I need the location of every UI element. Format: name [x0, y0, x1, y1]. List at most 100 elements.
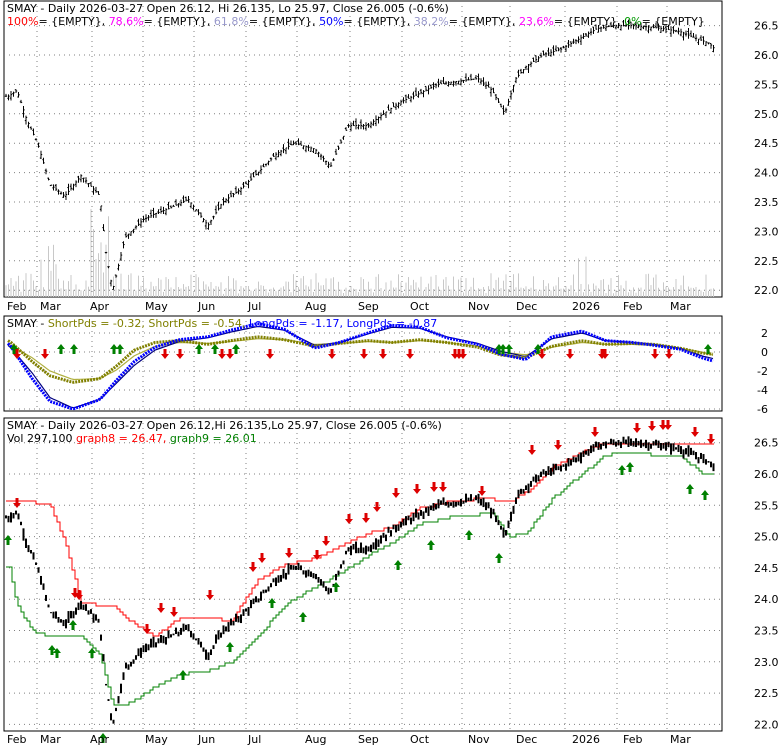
- volume-bar: [563, 288, 564, 297]
- volume-bar: [635, 292, 637, 297]
- volume-bar: [688, 286, 689, 297]
- sell-arrow-icon: [258, 553, 266, 563]
- long-pds-label-1: LongPds = -1.17,: [249, 317, 343, 330]
- volume-bar: [475, 290, 477, 297]
- volume-bar: [533, 276, 534, 297]
- volume-bar: [410, 285, 412, 297]
- buy-arrow-icon: [618, 465, 626, 475]
- sell-arrow-icon: [691, 427, 699, 437]
- y-tick-label: 22.0: [754, 284, 779, 297]
- volume-bar: [255, 288, 257, 297]
- volume-bar: [138, 275, 139, 297]
- volume-bar: [270, 288, 272, 297]
- volume-bar: [613, 293, 614, 297]
- volume-bar: [268, 292, 269, 297]
- y-tick-label: 22.0: [754, 718, 779, 731]
- volume-bar: [243, 287, 244, 297]
- buy-arrow-icon: [465, 530, 473, 540]
- volume-bar: [153, 286, 154, 297]
- sell-arrow-icon: [373, 502, 381, 512]
- sell-arrow-icon: [707, 434, 715, 444]
- volume-bar: [315, 273, 317, 297]
- x-tick-label: Mar: [670, 300, 691, 313]
- volume-bar: [65, 289, 67, 297]
- x-tick-label: Oct: [410, 300, 430, 313]
- volume-bar: [625, 280, 627, 297]
- volume-bar: [588, 284, 589, 297]
- sell-arrow-icon: [406, 349, 414, 359]
- volume-bar: [400, 282, 402, 297]
- trend-x-axis-labels: Feb Mar Apr May Jun Jul Aug Sep Oct Nov Dec 2026 Feb…: [7, 733, 691, 746]
- volume-bar: [448, 285, 449, 297]
- volume-bar: [28, 290, 29, 297]
- buy-arrow-icon: [686, 484, 694, 494]
- sell-arrow-icon: [226, 349, 234, 359]
- sell-arrow-icon: [413, 484, 421, 494]
- volume-bar: [18, 275, 19, 297]
- volume-bar: [360, 277, 362, 297]
- volume-bar: [548, 283, 549, 297]
- volume-bar: [435, 275, 437, 297]
- volume-bars: [5, 208, 714, 297]
- sell-arrow-icon: [157, 603, 165, 613]
- volume-bar: [200, 290, 202, 297]
- x-tick-label: Apr: [90, 733, 110, 745]
- volume-bar: [305, 285, 307, 297]
- buy-arrow-icon: [626, 462, 634, 472]
- y-tick-label: 24.0: [754, 167, 779, 180]
- volume-bar: [423, 290, 424, 297]
- trend-signal-arrows: [4, 420, 715, 743]
- volume-bar: [170, 287, 172, 297]
- sell-arrow-icon: [176, 349, 184, 359]
- volume-bar: [560, 288, 562, 297]
- volume-bar: [75, 284, 77, 297]
- volume-bar: [230, 288, 232, 297]
- buy-arrow-icon: [394, 560, 402, 570]
- sell-arrow-icon: [170, 607, 178, 617]
- volume-bar: [575, 292, 577, 297]
- volume-bar: [430, 276, 432, 297]
- volume-bar: [648, 273, 649, 297]
- volume-bar: [318, 282, 319, 297]
- volume-bar: [140, 285, 142, 297]
- volume-bar: [210, 281, 212, 297]
- volume-bar: [565, 286, 567, 297]
- trend-panel-title: SMAY - Daily 2026-03-27 Open 26.12,Hi 26…: [7, 419, 442, 432]
- x-tick-label: Feb: [7, 733, 26, 745]
- sell-arrow-icon: [659, 420, 667, 430]
- volume-bar: [570, 285, 572, 297]
- volume-bar: [223, 293, 224, 297]
- volume-bar: [293, 274, 294, 297]
- volume-bar: [38, 290, 39, 297]
- volume-bar: [60, 288, 62, 297]
- x-tick-label: Dec: [516, 733, 537, 745]
- sell-arrow-icon: [143, 624, 151, 634]
- pds-signal-arrows: [10, 344, 712, 359]
- volume-bar: [525, 286, 527, 297]
- volume-bar: [690, 287, 692, 297]
- graph8-label: graph8 = 26.47,: [76, 432, 166, 445]
- volume-bar: [530, 287, 532, 297]
- volume-bar: [515, 287, 517, 297]
- volume-bar: [598, 288, 599, 297]
- volume-bar: [543, 280, 544, 297]
- volume-bar: [235, 280, 237, 297]
- x-tick-label: Mar: [40, 300, 61, 313]
- volume-bar: [433, 289, 434, 297]
- sell-arrow-icon: [566, 349, 574, 359]
- volume-bar: [378, 274, 379, 297]
- volume-bar: [70, 274, 72, 297]
- x-tick-label: May: [145, 733, 168, 745]
- y-tick-label: 26.5: [754, 20, 779, 33]
- volume-bar: [670, 289, 672, 297]
- volume-bar: [685, 290, 687, 297]
- sell-arrow-icon: [362, 513, 370, 523]
- volume-bar: [180, 288, 182, 297]
- volume-bar: [25, 273, 27, 297]
- fib-label-38-2: 38.2%: [414, 15, 449, 28]
- pds-y-axis-labels: 2 0 -2 -4 -6: [757, 327, 768, 416]
- fib-label-50: 50%: [319, 15, 343, 28]
- graph9-label: graph9 = 26.01: [170, 432, 257, 445]
- sell-arrow-icon: [430, 482, 438, 492]
